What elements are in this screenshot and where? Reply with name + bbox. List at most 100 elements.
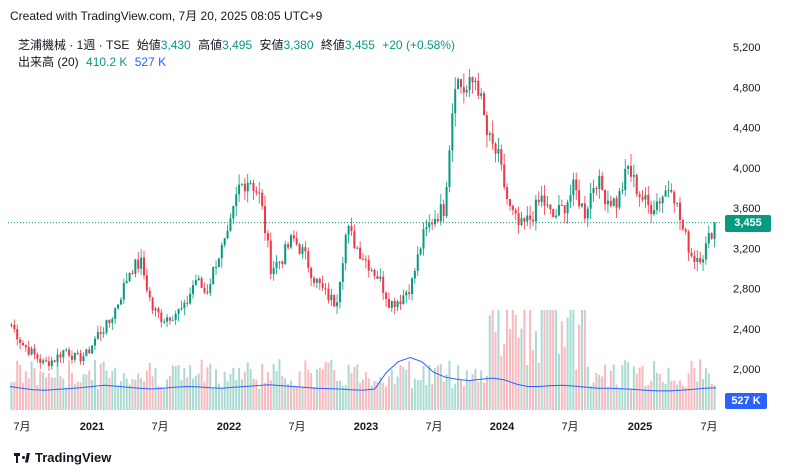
candle-body	[338, 281, 341, 303]
volume-bar	[157, 385, 160, 410]
volume-bar	[428, 365, 431, 410]
volume-label[interactable]: 出来高 (20)	[18, 55, 79, 69]
volume-ma-line	[9, 356, 717, 392]
candle-body	[376, 275, 379, 279]
candle-body	[336, 302, 339, 307]
volume-bar	[333, 369, 336, 410]
volume-bar	[480, 370, 483, 410]
candle-body	[555, 215, 558, 218]
candle-body	[327, 288, 330, 301]
volume-bar	[361, 379, 365, 410]
volume-bar	[30, 361, 33, 410]
candle-body	[59, 354, 62, 358]
volume-bar	[500, 355, 503, 410]
candle-body	[468, 77, 471, 90]
volume-bar	[272, 363, 275, 410]
candle-body	[413, 270, 416, 279]
candle-body	[356, 247, 359, 249]
candle-body	[653, 210, 656, 215]
candle-body	[19, 339, 22, 343]
volume-bar	[655, 372, 658, 410]
candle-body	[215, 267, 218, 269]
symbol-label[interactable]: 芝浦機械 · 1週 · TSE	[18, 38, 130, 52]
volume-bar	[200, 359, 203, 410]
volume-bar	[373, 380, 376, 410]
volume-bar	[650, 380, 653, 410]
candle-body	[601, 175, 604, 190]
volume-bar	[569, 310, 572, 410]
volume-bar	[661, 381, 664, 410]
candle-body	[249, 182, 252, 184]
volume-bar	[543, 310, 546, 410]
candle-body	[330, 294, 333, 301]
candle-body	[160, 312, 163, 322]
candle-body	[246, 182, 249, 192]
candle-body	[699, 258, 702, 263]
candle-body	[488, 133, 491, 135]
volume-bar	[313, 387, 316, 410]
candle-body	[243, 183, 246, 192]
volume-bar	[215, 369, 218, 410]
candle-body	[520, 218, 523, 226]
volume-bar	[653, 360, 656, 410]
volume-bar	[194, 375, 197, 410]
candle-body	[53, 360, 56, 362]
volume-bar	[347, 364, 350, 410]
candle-body	[27, 347, 30, 355]
candle-body	[419, 248, 422, 255]
candle-body	[321, 283, 324, 288]
volume-bar	[364, 372, 367, 410]
candle-body	[56, 354, 59, 362]
volume-bar	[704, 368, 707, 410]
volume-bar	[47, 373, 50, 410]
candle-body	[315, 279, 318, 283]
volume-bar	[226, 381, 229, 410]
candle-body	[465, 89, 468, 93]
high-label: 高値3,495	[198, 38, 253, 52]
time-axis[interactable]: 7月 2021 7月 2022 7月 2023 7月 2024 7月 2025 7月	[13, 421, 717, 433]
volume-bar	[114, 367, 117, 410]
candle-body	[402, 295, 405, 305]
tradingview-brand[interactable]: TradingView	[14, 450, 111, 465]
candlesticks	[10, 69, 716, 371]
candle-body	[710, 233, 713, 239]
volume-bar	[644, 385, 647, 410]
candle-body	[310, 267, 313, 279]
candle-body	[36, 354, 39, 359]
volume-bar	[647, 384, 650, 410]
candle-body	[627, 165, 630, 169]
candle-body	[223, 238, 226, 246]
candle-body	[168, 317, 171, 321]
volume-bar	[79, 382, 82, 410]
candle-body	[324, 287, 327, 289]
candle-body	[405, 292, 408, 296]
volume-bar	[676, 384, 679, 410]
volume-bar	[696, 381, 699, 410]
candle-body	[258, 192, 261, 194]
volume-bar	[710, 383, 713, 410]
volume-bar	[601, 376, 604, 410]
candle-body	[307, 251, 310, 268]
volume-bar	[240, 379, 243, 410]
candle-body	[399, 301, 402, 305]
volume-bar	[353, 367, 356, 410]
candle-body	[189, 293, 192, 304]
volume-ma-value: 527 K	[134, 55, 167, 69]
volume-bar	[405, 369, 408, 410]
price-axis[interactable]: 5,200 4,800 4,400 4,000 3,600 3,200 2,800 2,400…	[733, 42, 761, 376]
volume-bar	[269, 380, 272, 410]
candle-body	[670, 190, 673, 193]
candle-body	[707, 233, 710, 244]
candle-body	[76, 352, 79, 354]
candle-body	[163, 321, 166, 323]
candle-body	[690, 252, 693, 256]
volume-bar	[635, 373, 638, 410]
close-label: 終値3,455	[320, 38, 375, 52]
volume-bar	[151, 376, 154, 410]
candle-body	[422, 229, 425, 249]
candle-body	[62, 350, 65, 358]
candle-body	[491, 133, 494, 144]
volume-bar	[514, 314, 517, 410]
candle-body	[641, 196, 644, 200]
